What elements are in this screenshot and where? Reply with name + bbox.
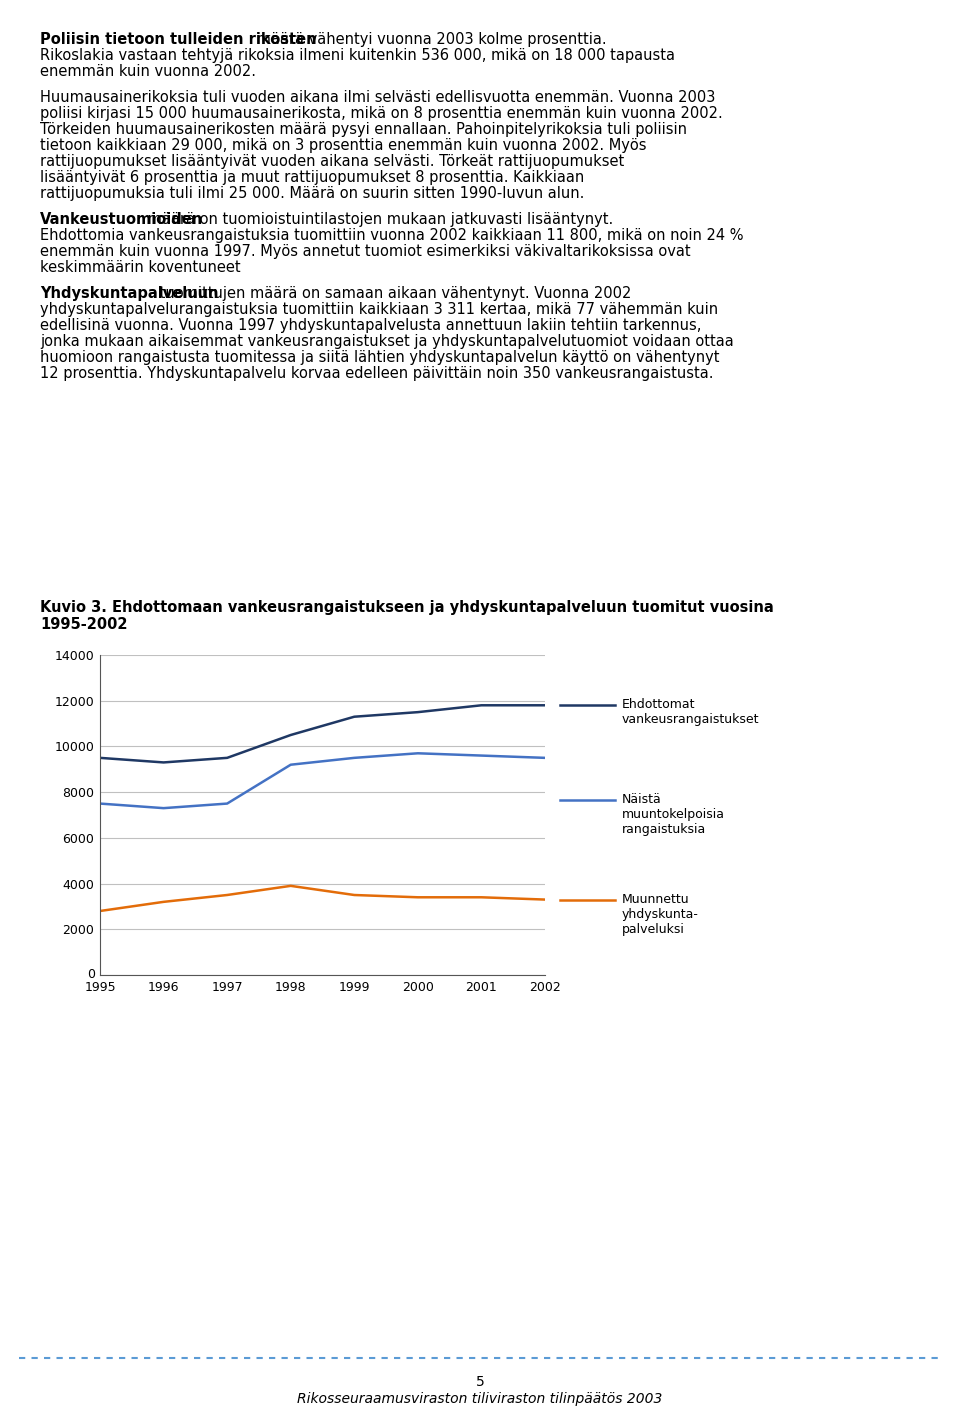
Text: rattijuopumukset lisääntyivät vuoden aikana selvästi. Törkeät rattijuopumukset: rattijuopumukset lisääntyivät vuoden aik… <box>40 154 624 170</box>
Text: Muunnettu
yhdyskunta-
palveluksi: Muunnettu yhdyskunta- palveluksi <box>622 893 699 935</box>
Text: Törkeiden huumausainerikosten määrä pysyi ennallaan. Pahoinpitelyrikoksia tuli p: Törkeiden huumausainerikosten määrä pysy… <box>40 122 687 137</box>
Text: 12 prosenttia. Yhdyskuntapalvelu korvaa edelleen päivittäin noin 350 vankeusrang: 12 prosenttia. Yhdyskuntapalvelu korvaa … <box>40 366 713 382</box>
Text: Rikoslakia vastaan tehtyjä rikoksia ilmeni kuitenkin 536 000, mikä on 18 000 tap: Rikoslakia vastaan tehtyjä rikoksia ilme… <box>40 48 675 64</box>
Text: tietoon kaikkiaan 29 000, mikä on 3 prosenttia enemmän kuin vuonna 2002. Myös: tietoon kaikkiaan 29 000, mikä on 3 pros… <box>40 138 646 153</box>
Text: Näistä
muuntokelpoisia
rangaistuksia: Näistä muuntokelpoisia rangaistuksia <box>622 793 725 836</box>
Text: huomioon rangaistusta tuomitessa ja siitä lähtien yhdyskuntapalvelun käyttö on v: huomioon rangaistusta tuomitessa ja siit… <box>40 350 719 365</box>
Text: määrä on tuomioistuintilastojen mukaan jatkuvasti lisääntynyt.: määrä on tuomioistuintilastojen mukaan j… <box>143 212 613 227</box>
Text: rattijuopumuksia tuli ilmi 25 000. Määrä on suurin sitten 1990-luvun alun.: rattijuopumuksia tuli ilmi 25 000. Määrä… <box>40 187 585 201</box>
Text: Kuvio 3. Ehdottomaan vankeusrangaistukseen ja yhdyskuntapalveluun tuomitut vuosi: Kuvio 3. Ehdottomaan vankeusrangaistukse… <box>40 601 774 633</box>
Text: tuomittujen määrä on samaan aikaan vähentynyt. Vuonna 2002: tuomittujen määrä on samaan aikaan vähen… <box>155 285 632 301</box>
Text: Ehdottomia vankeusrangaistuksia tuomittiin vuonna 2002 kaikkiaan 11 800, mikä on: Ehdottomia vankeusrangaistuksia tuomitti… <box>40 227 743 243</box>
Text: edellisinä vuonna. Vuonna 1997 yhdyskuntapalvelusta annettuun lakiin tehtiin tar: edellisinä vuonna. Vuonna 1997 yhdyskunt… <box>40 318 702 333</box>
Text: Ehdottomat
vankeusrangaistukset: Ehdottomat vankeusrangaistukset <box>622 698 759 726</box>
Text: 0: 0 <box>87 968 96 982</box>
Text: jonka mukaan aikaisemmat vankeusrangaistukset ja yhdyskuntapalvelutuomiot voidaa: jonka mukaan aikaisemmat vankeusrangaist… <box>40 333 733 349</box>
Text: Yhdyskuntapalveluun: Yhdyskuntapalveluun <box>40 285 219 301</box>
Text: 5: 5 <box>475 1375 485 1389</box>
Text: lisääntyivät 6 prosenttia ja muut rattijuopumukset 8 prosenttia. Kaikkiaan: lisääntyivät 6 prosenttia ja muut rattij… <box>40 170 585 185</box>
Text: poliisi kirjasi 15 000 huumausainerikosta, mikä on 8 prosenttia enemmän kuin vuo: poliisi kirjasi 15 000 huumausainerikost… <box>40 106 723 122</box>
Text: yhdyskuntapalvelurangaistuksia tuomittiin kaikkiaan 3 311 kertaa, mikä 77 vähemm: yhdyskuntapalvelurangaistuksia tuomittii… <box>40 302 718 317</box>
Text: Poliisin tietoon tulleiden rikosten: Poliisin tietoon tulleiden rikosten <box>40 32 317 47</box>
Text: Rikosseuraamusviraston tiliviraston tilinpäätös 2003: Rikosseuraamusviraston tiliviraston tili… <box>298 1392 662 1406</box>
Text: enemmän kuin vuonna 1997. Myös annetut tuomiot esimerkiksi väkivaltarikoksissa o: enemmän kuin vuonna 1997. Myös annetut t… <box>40 244 690 259</box>
Text: Huumausainerikoksia tuli vuoden aikana ilmi selvästi edellisvuotta enemmän. Vuon: Huumausainerikoksia tuli vuoden aikana i… <box>40 90 715 105</box>
Text: enemmän kuin vuonna 2002.: enemmän kuin vuonna 2002. <box>40 64 256 79</box>
Text: keskimmäärin koventuneet: keskimmäärin koventuneet <box>40 260 241 276</box>
Text: Vankeustuomioiden: Vankeustuomioiden <box>40 212 204 227</box>
Text: määrä vähentyi vuonna 2003 kolme prosenttia.: määrä vähentyi vuonna 2003 kolme prosent… <box>252 32 607 47</box>
